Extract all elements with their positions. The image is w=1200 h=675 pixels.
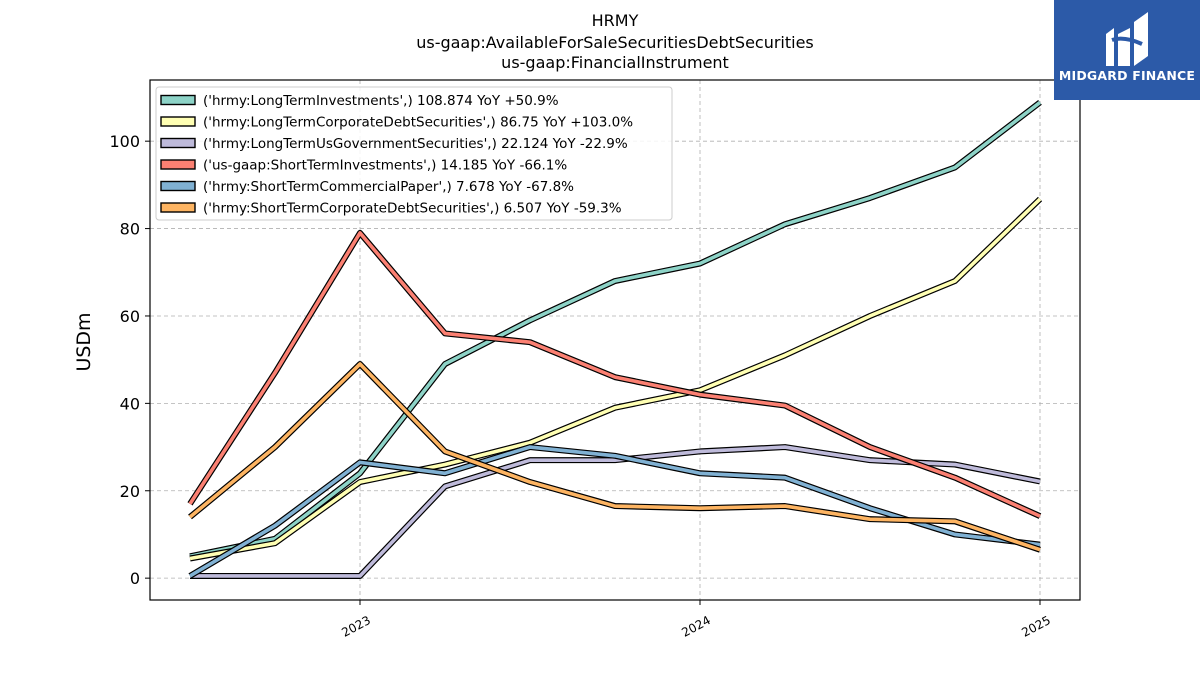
series-line <box>188 361 1041 553</box>
legend-swatch <box>160 94 196 106</box>
legend-label: ('hrmy:ShortTermCommercialPaper',) 7.678… <box>203 179 574 195</box>
y-tick-label: 80 <box>120 220 140 239</box>
series-lines <box>187 100 1043 579</box>
logo-text: MIDGARD FINANCE <box>1058 68 1196 83</box>
legend-label: ('hrmy:LongTermCorporateDebtSecurities',… <box>203 115 633 131</box>
legend-label: ('hrmy:ShortTermCorporateDebtSecurities'… <box>203 201 622 217</box>
legend-swatch <box>160 202 196 213</box>
series-line <box>190 444 1041 579</box>
y-tick-label: 100 <box>109 132 140 151</box>
legend-box <box>155 86 673 221</box>
series-line-stroke <box>189 197 1042 561</box>
y-axis-label: USDm <box>73 312 95 371</box>
midgard-finance-logo: MIDGARD FINANCE <box>1054 0 1200 100</box>
legend: ('hrmy:LongTermInvestments',) 108.874 Yo… <box>155 86 673 221</box>
legend-swatch <box>160 116 196 127</box>
series-line-stroke <box>188 362 1041 552</box>
legend-item: ('hrmy:ShortTermCommercialPaper',) 7.678… <box>160 179 574 195</box>
chart-title: HRMY us-gaap:AvailableForSaleSecuritiesD… <box>416 11 814 72</box>
legend-label: ('hrmy:LongTermUsGovernmentSecurities',)… <box>203 136 628 152</box>
legend-item: ('hrmy:LongTermInvestments',) 108.874 Yo… <box>160 93 559 109</box>
y-tick-label: 20 <box>120 482 140 501</box>
x-axis: 2023 2024 2025 <box>339 600 1053 640</box>
y-tick-label: 60 <box>120 307 140 326</box>
title-line-3: us-gaap:FinancialInstrument <box>501 53 729 72</box>
legend-item: ('us-gaap:ShortTermInvestments',) 14.185… <box>160 158 567 174</box>
legend-item: ('hrmy:ShortTermCorporateDebtSecurities'… <box>160 201 622 217</box>
series-line <box>187 229 1042 519</box>
legend-swatch <box>160 137 196 149</box>
title-line-1: HRMY <box>592 11 639 30</box>
series-line-stroke <box>189 100 1042 559</box>
legend-label: ('us-gaap:ShortTermInvestments',) 14.185… <box>203 158 567 174</box>
logo-mark-icon <box>1106 12 1148 66</box>
y-tick-label: 40 <box>120 394 140 413</box>
plot-frame <box>149 79 1081 601</box>
y-tick-label: 0 <box>130 569 140 588</box>
legend-swatch <box>160 180 196 192</box>
y-axis: 0 20 40 60 80 100 <box>109 132 150 588</box>
legend-swatch <box>160 159 196 170</box>
legend-item: ('hrmy:LongTermCorporateDebtSecurities',… <box>160 115 633 131</box>
title-line-2: us-gaap:AvailableForSaleSecuritiesDebtSe… <box>416 33 814 52</box>
legend-item: ('hrmy:LongTermUsGovernmentSecurities',)… <box>160 136 628 152</box>
legend-label: ('hrmy:LongTermInvestments',) 108.874 Yo… <box>203 93 559 109</box>
series-line <box>189 100 1042 560</box>
series-line-stroke <box>190 445 1041 578</box>
series-line-stroke <box>188 231 1041 518</box>
x-tick-label: 2025 <box>1019 613 1053 640</box>
series-line-outline <box>187 229 1042 519</box>
x-tick-label: 2024 <box>679 613 713 640</box>
series-line <box>189 196 1043 562</box>
x-tick-label: 2023 <box>339 613 373 640</box>
